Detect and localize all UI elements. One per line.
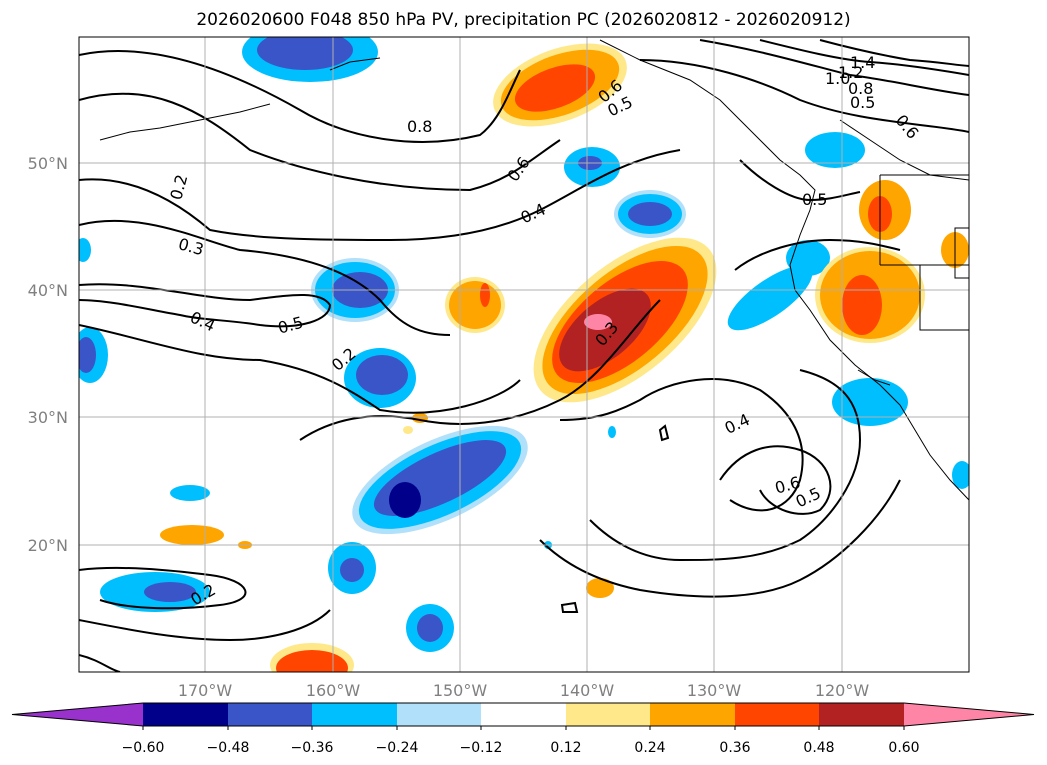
contour-label: 1.2 — [838, 63, 863, 82]
contour-label: 0.8 — [407, 117, 432, 136]
colorbar-segment — [735, 703, 819, 726]
lon-label: 160°W — [306, 681, 361, 700]
lat-labels: 50°N 40°N 30°N 20°N — [28, 154, 68, 555]
colorbar-tick: −0.48 — [207, 740, 250, 756]
colorbar-ticks: −0.60 −0.48 −0.36 −0.24 −0.12 0.12 0.24 … — [122, 740, 920, 756]
lat-label: 40°N — [28, 281, 68, 300]
colorbar-tick: −0.36 — [291, 740, 334, 756]
contour-label: 0.5 — [802, 190, 827, 209]
colorbar-tick: 0.36 — [719, 740, 750, 756]
pv-contours — [79, 39, 969, 672]
plot-frame — [78, 36, 970, 673]
lon-labels: 170°W 160°W 150°W 140°W 130°W 120°W — [178, 681, 870, 700]
colorbar-extend-high — [904, 703, 1034, 726]
contour-label: 0.5 — [850, 93, 875, 112]
lon-label: 140°W — [560, 681, 615, 700]
colorbar-segment — [312, 703, 397, 726]
lat-label: 20°N — [28, 536, 68, 555]
colorbar-tick: −0.12 — [460, 740, 503, 756]
colorbar — [11, 702, 1035, 730]
colorbar-segment — [650, 703, 735, 726]
colorbar-segment — [819, 703, 904, 726]
colorbar-segment — [481, 703, 566, 726]
colorbar-segment — [566, 703, 650, 726]
contour-label: 0.8 — [848, 79, 873, 98]
lon-label: 150°W — [433, 681, 488, 700]
precip-shading — [79, 37, 969, 672]
colorbar-segment — [397, 703, 481, 726]
lon-label: 120°W — [815, 681, 870, 700]
lon-label: 170°W — [178, 681, 233, 700]
colorbar-tick: 0.48 — [803, 740, 834, 756]
lat-label: 30°N — [28, 408, 68, 427]
lon-label: 130°W — [687, 681, 742, 700]
colorbar-tick: 0.24 — [634, 740, 665, 756]
contour-label: 1.4 — [850, 53, 875, 72]
graticule — [79, 37, 969, 672]
colorbar-tick: −0.60 — [122, 740, 165, 756]
contour-label: 1.0 — [825, 69, 850, 88]
colorbar-tick: 0.60 — [888, 740, 919, 756]
colorbar-tick: −0.24 — [376, 740, 419, 756]
lat-label: 50°N — [28, 154, 68, 173]
map-title: 2026020600 F048 850 hPa PV, precipitatio… — [196, 10, 851, 30]
colorbar-extend-low — [12, 703, 143, 726]
colorbar-tick: 0.12 — [550, 740, 581, 756]
colorbar-segment — [228, 703, 312, 726]
colorbar-segment — [143, 703, 228, 726]
plot-area: 0.2 0.3 0.4 0.5 0.2 0.8 0.6 0.5 0.6 0.4 … — [79, 37, 969, 672]
